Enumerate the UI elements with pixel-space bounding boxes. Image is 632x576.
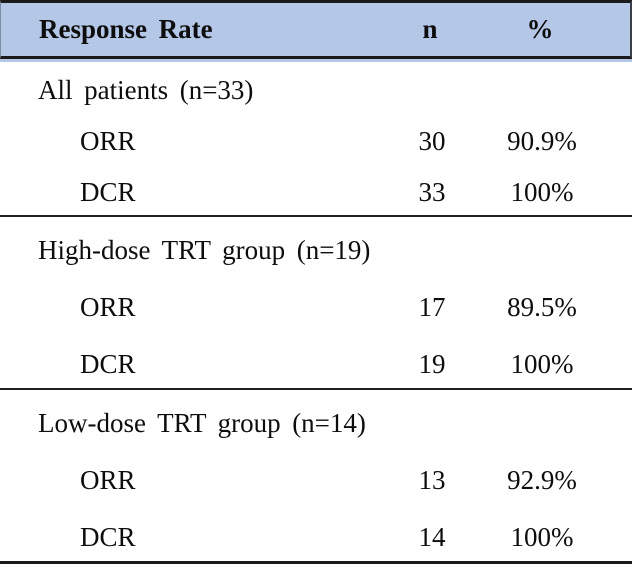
- group-label-row: All patients (n=33): [0, 62, 632, 113]
- header-bottom-sliver: [0, 59, 632, 62]
- group-label: High-dose TRT group (n=19): [38, 234, 371, 265]
- table-row: DCR 14 100%: [0, 504, 632, 561]
- table-bottom-border: [0, 561, 632, 564]
- pct-value: 100%: [510, 176, 574, 207]
- measure-label: ORR: [80, 464, 136, 495]
- measure-label: DCR: [80, 521, 136, 552]
- group-label: Low-dose TRT group (n=14): [38, 407, 366, 438]
- n-value: 33: [418, 176, 446, 207]
- response-rate-table: Response Rate n % All patients (n=33) OR…: [0, 0, 632, 564]
- table-row: ORR 17 89.5%: [0, 274, 632, 331]
- measure-label: DCR: [80, 176, 136, 207]
- table-row: ORR 30 90.9%: [0, 113, 632, 164]
- table-row: DCR 33 100%: [0, 164, 632, 215]
- measure-label: ORR: [80, 291, 136, 322]
- pct-value: 100%: [510, 348, 574, 379]
- table-row: ORR 13 92.9%: [0, 447, 632, 504]
- group-label: All patients (n=33): [38, 74, 254, 105]
- section-all-patients: All patients (n=33) ORR 30 90.9% DCR 33 …: [0, 62, 632, 215]
- n-value: 14: [418, 521, 446, 552]
- section-divider: [0, 388, 632, 390]
- pct-value: 100%: [510, 521, 574, 552]
- pct-value: 92.9%: [507, 464, 577, 495]
- header-n: n: [422, 14, 438, 44]
- n-value: 13: [418, 464, 446, 495]
- table-header-row: Response Rate n %: [0, 0, 632, 59]
- pct-value: 90.9%: [507, 125, 577, 156]
- n-value: 30: [418, 125, 446, 156]
- header-percent: %: [526, 14, 554, 44]
- measure-label: DCR: [80, 348, 136, 379]
- group-label-row: High-dose TRT group (n=19): [0, 217, 632, 274]
- pct-value: 89.5%: [507, 291, 577, 322]
- group-label-row: Low-dose TRT group (n=14): [0, 390, 632, 447]
- measure-label: ORR: [80, 125, 136, 156]
- section-divider: [0, 215, 632, 217]
- section-high-dose: High-dose TRT group (n=19) ORR 17 89.5% …: [0, 217, 632, 388]
- section-low-dose: Low-dose TRT group (n=14) ORR 13 92.9% D…: [0, 390, 632, 561]
- n-value: 19: [418, 348, 446, 379]
- table-row: DCR 19 100%: [0, 331, 632, 388]
- n-value: 17: [418, 291, 446, 322]
- header-response-rate: Response Rate: [39, 14, 213, 44]
